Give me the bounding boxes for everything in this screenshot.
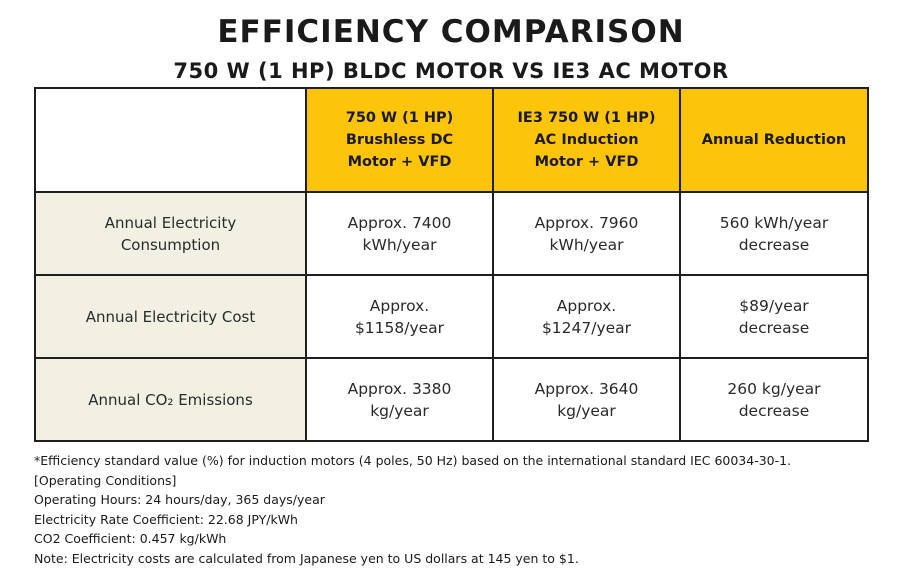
cell-line: decrease	[738, 401, 810, 420]
cell-line: Approx. 7400	[347, 213, 452, 232]
cell-line: 260 kg/year	[727, 379, 821, 398]
table-header-row: 750 W (1 HP) Brushless DC Motor + VFD IE…	[34, 87, 869, 193]
cell-line: decrease	[738, 235, 810, 254]
header-bldc-line: Brushless DC	[345, 132, 454, 148]
cell-line: kg/year	[370, 401, 429, 420]
table-row: Annual Electricity Cost Approx. $1158/ye…	[34, 274, 869, 359]
cell-line: $89/year	[739, 296, 809, 315]
footnote-conditions-heading: [Operating Conditions]	[34, 472, 177, 488]
row-label-line: Annual Electricity	[104, 213, 237, 232]
cell-line: Approx.	[369, 296, 430, 315]
cell-reduction-cost: $89/year decrease	[679, 274, 869, 359]
comparison-table: 750 W (1 HP) Brushless DC Motor + VFD IE…	[34, 87, 869, 442]
cell-line: Approx.	[556, 296, 617, 315]
cell-line: Approx. 3640	[534, 379, 639, 398]
cell-bldc-cost: Approx. $1158/year	[305, 274, 494, 359]
cell-line: kg/year	[557, 401, 616, 420]
header-bldc: 750 W (1 HP) Brushless DC Motor + VFD	[305, 87, 494, 193]
page-title: EFFICIENCY COMPARISON	[217, 14, 685, 50]
cell-line: decrease	[738, 318, 810, 337]
header-reduction-line: Annual Reduction	[701, 132, 847, 148]
row-label-electricity-consumption: Annual Electricity Consumption	[34, 191, 307, 276]
row-label-line: Consumption	[120, 235, 221, 254]
cell-line: kWh/year	[362, 235, 437, 254]
cell-reduction-co2: 260 kg/year decrease	[679, 357, 869, 442]
row-label-electricity-cost: Annual Electricity Cost	[34, 274, 307, 359]
cell-bldc-consumption: Approx. 7400 kWh/year	[305, 191, 494, 276]
footnote-currency-note: Note: Electricity costs are calculated f…	[34, 550, 579, 566]
header-bldc-line: 750 W (1 HP)	[345, 110, 454, 126]
cell-line: kWh/year	[549, 235, 624, 254]
cell-line: $1158/year	[354, 318, 445, 337]
cell-line: 560 kWh/year	[719, 213, 829, 232]
cell-ie3-co2: Approx. 3640 kg/year	[492, 357, 681, 442]
header-ie3-line: IE3 750 W (1 HP)	[517, 110, 656, 126]
header-ie3-line: AC Induction	[534, 132, 639, 148]
row-label-co2-emissions: Annual CO₂ Emissions	[34, 357, 307, 442]
cell-line: $1247/year	[541, 318, 632, 337]
cell-bldc-co2: Approx. 3380 kg/year	[305, 357, 494, 442]
table-row: Annual Electricity Consumption Approx. 7…	[34, 191, 869, 276]
footnote-rate-coefficient: Electricity Rate Coefficient: 22.68 JPY/…	[34, 511, 298, 527]
table-row: Annual CO₂ Emissions Approx. 3380 kg/yea…	[34, 357, 869, 442]
cell-line: Approx. 3380	[347, 379, 452, 398]
header-blank-cell	[34, 87, 307, 193]
row-label-line: Annual Electricity Cost	[85, 307, 256, 326]
footnote-standard: *Efficiency standard value (%) for induc…	[34, 453, 792, 468]
header-bldc-line: Motor + VFD	[347, 154, 452, 170]
footnote-operating-hours: Operating Hours: 24 hours/day, 365 days/…	[34, 492, 325, 508]
cell-reduction-consumption: 560 kWh/year decrease	[679, 191, 869, 276]
row-label-line: Annual CO₂ Emissions	[88, 390, 253, 409]
footnotes: *Efficiency standard value (%) for induc…	[34, 451, 884, 569]
header-ie3-line: Motor + VFD	[534, 154, 639, 170]
page-subtitle: 750 W (1 HP) BLDC MOTOR VS IE3 AC MOTOR	[173, 59, 729, 83]
cell-ie3-consumption: Approx. 7960 kWh/year	[492, 191, 681, 276]
header-reduction: Annual Reduction	[679, 87, 869, 193]
footnote-co2-coefficient: CO2 Coefficient: 0.457 kg/kWh	[34, 531, 227, 547]
cell-ie3-cost: Approx. $1247/year	[492, 274, 681, 359]
header-ie3: IE3 750 W (1 HP) AC Induction Motor + VF…	[492, 87, 681, 193]
cell-line: Approx. 7960	[534, 213, 639, 232]
